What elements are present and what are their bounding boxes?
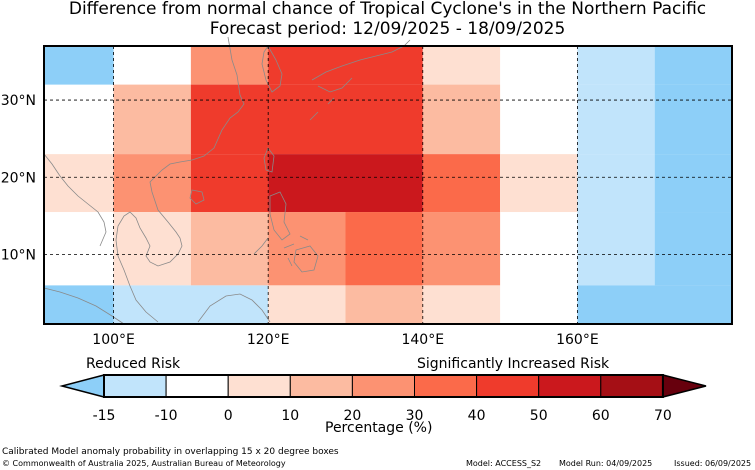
colorbar-tick-label: -10 (155, 408, 178, 424)
anomaly-cell (577, 46, 655, 85)
coastline-borneo (197, 293, 271, 323)
chart-title: Difference from normal chance of Tropica… (68, 0, 707, 19)
colorbar-tick-label: 0 (224, 408, 233, 424)
colorbar-bin (289, 374, 353, 398)
colorbar-bin (351, 374, 415, 398)
anomaly-cell (654, 212, 732, 286)
increased-risk-label: Significantly Increased Risk (417, 356, 610, 372)
y-tick-label: 30°N (1, 93, 36, 109)
footer-copyright: © Commonwealth of Australia 2025, Austra… (2, 459, 286, 468)
anomaly-cell (345, 212, 423, 286)
x-tick-label: 140°E (401, 332, 444, 348)
colorbar-bin (538, 374, 602, 398)
coastline-sumatra (43, 287, 125, 325)
colorbar-arrow-left (59, 374, 105, 398)
anomaly-cell (190, 212, 269, 286)
reduced-risk-label: Reduced Risk (86, 356, 181, 372)
colorbar-tick-label: 30 (406, 408, 424, 424)
anomaly-cell (268, 285, 346, 324)
anomaly-cell (113, 84, 191, 155)
anomaly-cell (422, 154, 501, 213)
anomaly-cell (577, 84, 655, 155)
footer-model: Model: ACCESS_S2 (466, 459, 542, 468)
colorbar-tick-label: 70 (654, 408, 672, 424)
anomaly-cell (577, 212, 655, 286)
coastline-indochina-west (43, 153, 107, 247)
colorbar-tick-label: 50 (530, 408, 548, 424)
graticule (44, 46, 732, 324)
coastline-palawan (253, 237, 269, 255)
anomaly-cell (113, 285, 269, 324)
anomaly-cell (422, 285, 501, 324)
colorbar-tick-label: 60 (592, 408, 610, 424)
colorbar-tick-label: -15 (93, 408, 116, 424)
anomaly-cell (113, 154, 191, 213)
colorbar-bin (227, 374, 291, 398)
x-tick-label: 100°E (92, 332, 135, 348)
anomaly-cell (190, 84, 423, 155)
anomaly-cell (190, 154, 269, 213)
anomaly-cell (654, 154, 732, 213)
anomaly-cell (345, 285, 423, 324)
chart-subtitle: Forecast period: 12/09/2025 - 18/09/2025 (209, 19, 566, 39)
anomaly-cell (268, 212, 346, 286)
coastline-asia (115, 36, 245, 323)
anomaly-cell (44, 285, 114, 324)
anomaly-cell (577, 285, 732, 324)
y-tick-label: 10°N (1, 248, 36, 264)
x-tick-label: 160°E (556, 332, 599, 348)
anomaly-cell (44, 46, 114, 85)
anomaly-cell (422, 212, 501, 286)
coastline-taiwan (263, 147, 275, 173)
coastline-visayas (283, 235, 309, 267)
colorbar-bin (165, 374, 229, 398)
anomaly-cell (422, 46, 501, 85)
anomaly-cell (268, 46, 423, 85)
coastline-luzon (269, 191, 291, 241)
colorbar-tick-label: 10 (281, 408, 299, 424)
x-tick-label: 120°E (247, 332, 290, 348)
anomaly-cell (500, 154, 578, 213)
coastline-layer (43, 36, 411, 325)
colorbar-arrow-right (662, 374, 707, 398)
anomaly-cell (577, 154, 655, 213)
colorbar-tick-label: 20 (343, 408, 361, 424)
anomaly-cell (113, 212, 191, 286)
anomaly-cell (654, 46, 732, 85)
colorbar-bin (414, 374, 478, 398)
coastline-hainan (189, 189, 205, 205)
anomaly-cell (190, 46, 269, 85)
anomaly-cell (44, 154, 114, 213)
coastline-ryukyu (309, 97, 335, 121)
map-frame (43, 45, 733, 325)
footer-issued: Issued: 06/09/2025 (674, 459, 752, 468)
anomaly-cells (44, 46, 732, 324)
anomaly-cell (654, 84, 732, 155)
colorbar-tick-label: 40 (468, 408, 486, 424)
axis-ticks: 100°E 120°E 140°E 160°E 30°N 20°N 10°N (1, 93, 599, 348)
colorbar-outline (103, 374, 664, 398)
footer-run: Model Run: 04/09/2025 (559, 459, 653, 468)
colorbar-bin (476, 374, 540, 398)
coastline-mindanao (293, 245, 319, 273)
colorbar-bin (103, 374, 167, 398)
coastline-korea (261, 45, 283, 93)
footer-note: Calibrated Model anomaly probability in … (2, 447, 339, 457)
colorbar: -15 -10 0 10 20 30 40 50 60 70 (59, 374, 707, 424)
anomaly-cell (268, 154, 423, 213)
anomaly-cell (422, 84, 501, 155)
colorbar-bin (600, 374, 664, 398)
colorbar-xlabel: Percentage (%) (325, 420, 433, 436)
y-tick-label: 20°N (1, 170, 36, 186)
